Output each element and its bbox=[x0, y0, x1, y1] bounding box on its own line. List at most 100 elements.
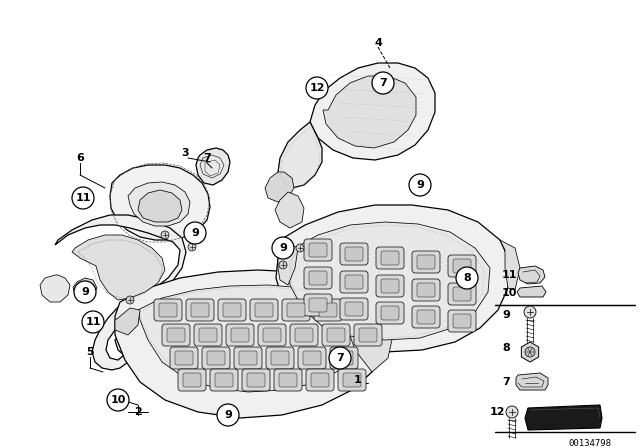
FancyBboxPatch shape bbox=[309, 271, 327, 285]
Polygon shape bbox=[196, 148, 230, 185]
Circle shape bbox=[409, 174, 431, 196]
Circle shape bbox=[525, 347, 535, 357]
FancyBboxPatch shape bbox=[210, 369, 238, 391]
Circle shape bbox=[82, 311, 104, 333]
Circle shape bbox=[524, 306, 536, 318]
FancyBboxPatch shape bbox=[417, 310, 435, 324]
Text: 00134798: 00134798 bbox=[568, 439, 611, 448]
Text: 7: 7 bbox=[502, 377, 509, 387]
Polygon shape bbox=[516, 373, 548, 390]
Polygon shape bbox=[73, 278, 97, 298]
Polygon shape bbox=[525, 405, 602, 430]
FancyBboxPatch shape bbox=[417, 283, 435, 297]
FancyBboxPatch shape bbox=[453, 314, 471, 328]
FancyBboxPatch shape bbox=[239, 351, 257, 365]
Text: 11: 11 bbox=[502, 270, 518, 280]
FancyBboxPatch shape bbox=[194, 324, 222, 346]
Circle shape bbox=[184, 228, 192, 236]
Polygon shape bbox=[278, 242, 298, 285]
FancyBboxPatch shape bbox=[199, 328, 217, 342]
FancyBboxPatch shape bbox=[335, 351, 353, 365]
Circle shape bbox=[74, 281, 96, 303]
FancyBboxPatch shape bbox=[304, 267, 332, 289]
FancyBboxPatch shape bbox=[266, 347, 294, 369]
Polygon shape bbox=[110, 165, 210, 240]
Circle shape bbox=[456, 267, 478, 289]
FancyBboxPatch shape bbox=[223, 303, 241, 317]
FancyBboxPatch shape bbox=[271, 351, 289, 365]
FancyBboxPatch shape bbox=[207, 351, 225, 365]
FancyBboxPatch shape bbox=[258, 324, 286, 346]
FancyBboxPatch shape bbox=[345, 302, 363, 316]
Text: 1: 1 bbox=[354, 375, 362, 385]
FancyBboxPatch shape bbox=[381, 306, 399, 320]
FancyBboxPatch shape bbox=[376, 302, 404, 324]
Circle shape bbox=[217, 404, 239, 426]
FancyBboxPatch shape bbox=[215, 373, 233, 387]
Text: 9: 9 bbox=[416, 180, 424, 190]
Circle shape bbox=[279, 261, 287, 269]
Polygon shape bbox=[138, 190, 182, 222]
Circle shape bbox=[188, 243, 196, 251]
FancyBboxPatch shape bbox=[340, 298, 368, 320]
FancyBboxPatch shape bbox=[359, 328, 377, 342]
Text: 7: 7 bbox=[336, 353, 344, 363]
FancyBboxPatch shape bbox=[274, 369, 302, 391]
Text: 5: 5 bbox=[86, 347, 94, 357]
FancyBboxPatch shape bbox=[412, 306, 440, 328]
FancyBboxPatch shape bbox=[448, 283, 476, 305]
Text: 7: 7 bbox=[203, 153, 211, 163]
Text: 10: 10 bbox=[110, 395, 125, 405]
Text: 9: 9 bbox=[81, 287, 89, 297]
Text: 9: 9 bbox=[224, 410, 232, 420]
Polygon shape bbox=[265, 172, 294, 202]
FancyBboxPatch shape bbox=[218, 299, 246, 321]
Text: 8: 8 bbox=[502, 343, 509, 353]
FancyBboxPatch shape bbox=[183, 373, 201, 387]
Circle shape bbox=[107, 389, 129, 411]
FancyBboxPatch shape bbox=[287, 303, 305, 317]
FancyBboxPatch shape bbox=[376, 275, 404, 297]
FancyBboxPatch shape bbox=[162, 324, 190, 346]
FancyBboxPatch shape bbox=[178, 369, 206, 391]
FancyBboxPatch shape bbox=[381, 279, 399, 293]
FancyBboxPatch shape bbox=[231, 328, 249, 342]
Polygon shape bbox=[278, 122, 322, 188]
FancyBboxPatch shape bbox=[303, 351, 321, 365]
FancyBboxPatch shape bbox=[159, 303, 177, 317]
FancyBboxPatch shape bbox=[309, 243, 327, 257]
Polygon shape bbox=[518, 266, 545, 284]
FancyBboxPatch shape bbox=[322, 324, 350, 346]
Polygon shape bbox=[276, 205, 510, 352]
FancyBboxPatch shape bbox=[381, 251, 399, 265]
FancyBboxPatch shape bbox=[319, 303, 337, 317]
FancyBboxPatch shape bbox=[453, 259, 471, 273]
Circle shape bbox=[372, 72, 394, 94]
FancyBboxPatch shape bbox=[412, 251, 440, 273]
FancyBboxPatch shape bbox=[247, 373, 265, 387]
Text: 12: 12 bbox=[490, 407, 506, 417]
Text: 8: 8 bbox=[463, 273, 471, 283]
FancyBboxPatch shape bbox=[309, 298, 327, 312]
Circle shape bbox=[126, 296, 134, 304]
Text: 9: 9 bbox=[502, 310, 510, 320]
Polygon shape bbox=[128, 182, 190, 226]
Polygon shape bbox=[500, 240, 520, 290]
FancyBboxPatch shape bbox=[311, 373, 329, 387]
FancyBboxPatch shape bbox=[202, 347, 230, 369]
FancyBboxPatch shape bbox=[298, 347, 326, 369]
Polygon shape bbox=[138, 285, 362, 392]
FancyBboxPatch shape bbox=[306, 369, 334, 391]
Text: 2: 2 bbox=[134, 407, 142, 417]
FancyBboxPatch shape bbox=[340, 271, 368, 293]
Text: 11: 11 bbox=[76, 193, 91, 203]
FancyBboxPatch shape bbox=[345, 247, 363, 261]
Circle shape bbox=[506, 406, 518, 418]
FancyBboxPatch shape bbox=[250, 299, 278, 321]
FancyBboxPatch shape bbox=[376, 247, 404, 269]
FancyBboxPatch shape bbox=[186, 299, 214, 321]
Text: 6: 6 bbox=[76, 153, 84, 163]
Circle shape bbox=[161, 231, 169, 239]
FancyBboxPatch shape bbox=[354, 324, 382, 346]
FancyBboxPatch shape bbox=[345, 275, 363, 289]
